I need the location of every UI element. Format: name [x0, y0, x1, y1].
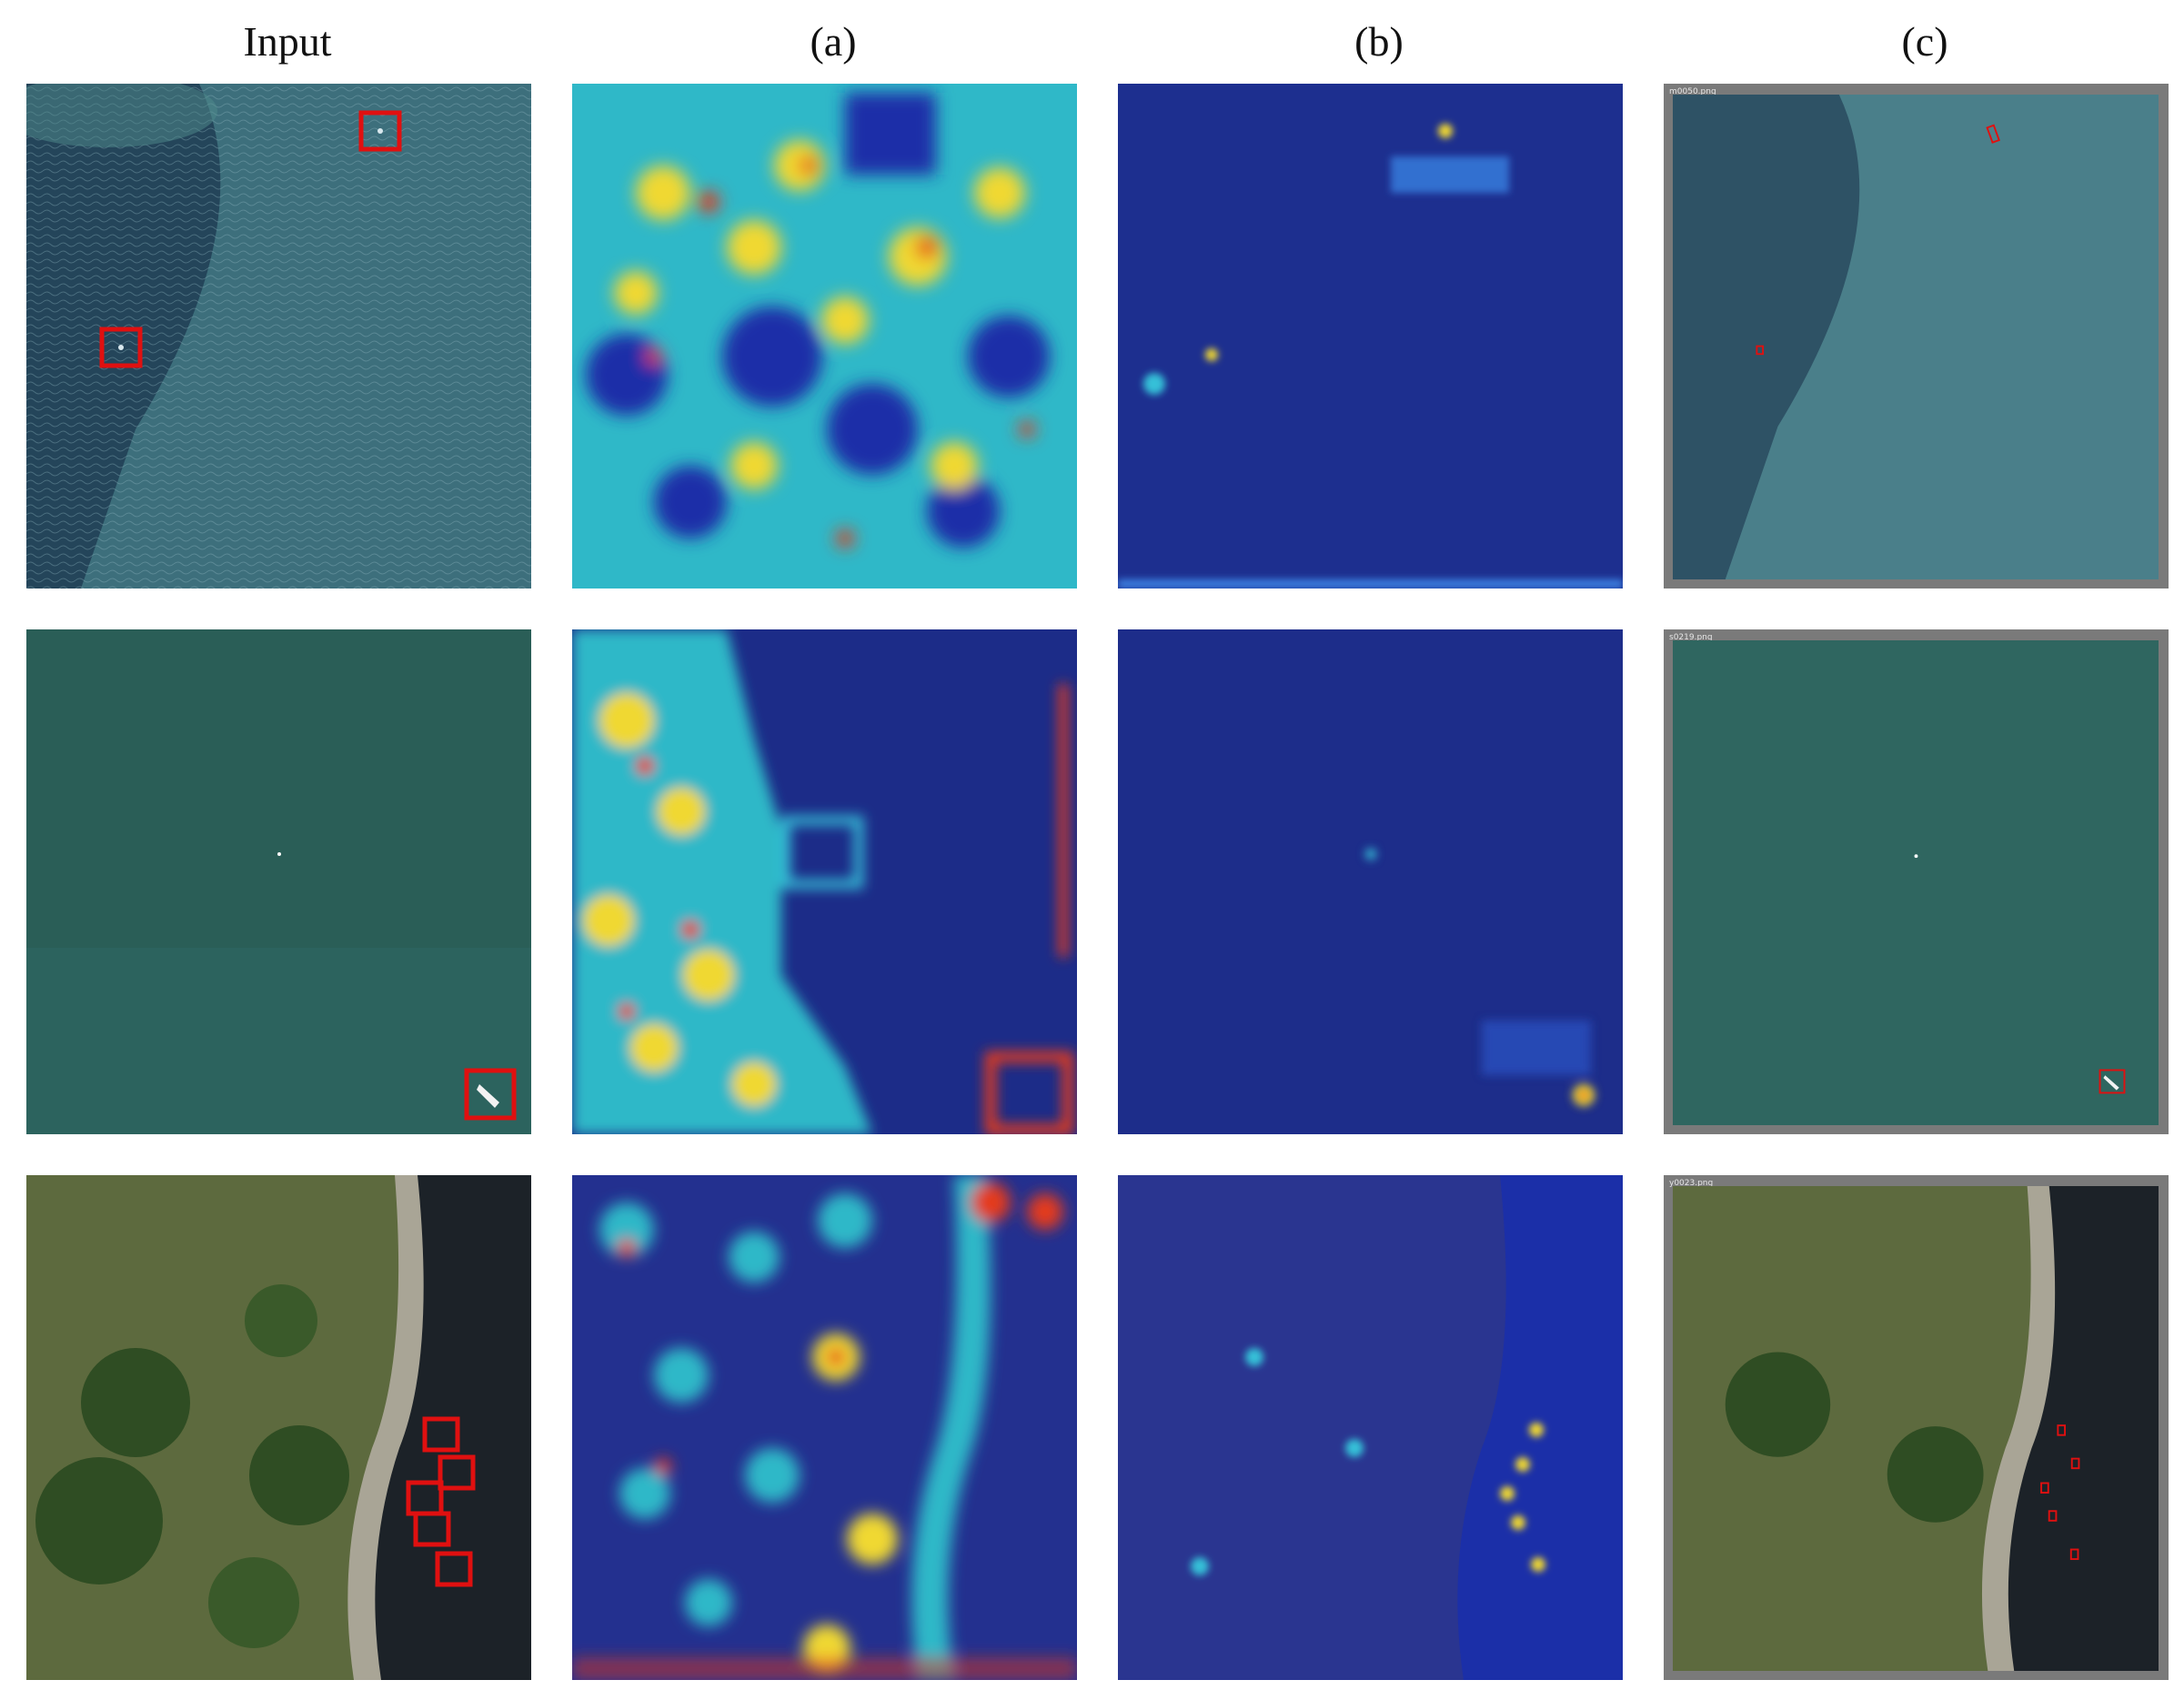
image-filename: m0050.png [1669, 87, 1716, 96]
row1-input-image [26, 84, 531, 588]
row3-input-image [26, 1175, 531, 1680]
row3-detection-c: y0023.png [1664, 1175, 2169, 1680]
row2-input-image [26, 629, 531, 1134]
image-filename: y0023.png [1669, 1179, 1714, 1188]
detection-box [464, 1068, 517, 1121]
row1-heatmap-a [572, 84, 1077, 588]
detection-box [438, 1454, 476, 1491]
row3-heatmap-a [572, 1175, 1077, 1680]
row1-detection-c: m0050.png [1664, 84, 2169, 588]
column-title-b: (b) [1354, 18, 1404, 65]
detection-box [99, 327, 143, 368]
row2-detection-c: s0219.png [1664, 629, 2169, 1134]
detection-box [413, 1511, 451, 1547]
detection-box [422, 1416, 460, 1453]
row2-heatmap-b [1118, 629, 1623, 1134]
detection-box [435, 1551, 473, 1587]
row2-heatmap-a [572, 629, 1077, 1134]
image-filename: s0219.png [1669, 633, 1713, 642]
detection-box [358, 110, 402, 152]
column-title-a: (a) [810, 18, 857, 65]
row1-heatmap-b [1118, 84, 1623, 588]
column-title-c: (c) [1901, 18, 1948, 65]
row3-heatmap-b [1118, 1175, 1623, 1680]
column-title-input: Input [243, 18, 332, 65]
